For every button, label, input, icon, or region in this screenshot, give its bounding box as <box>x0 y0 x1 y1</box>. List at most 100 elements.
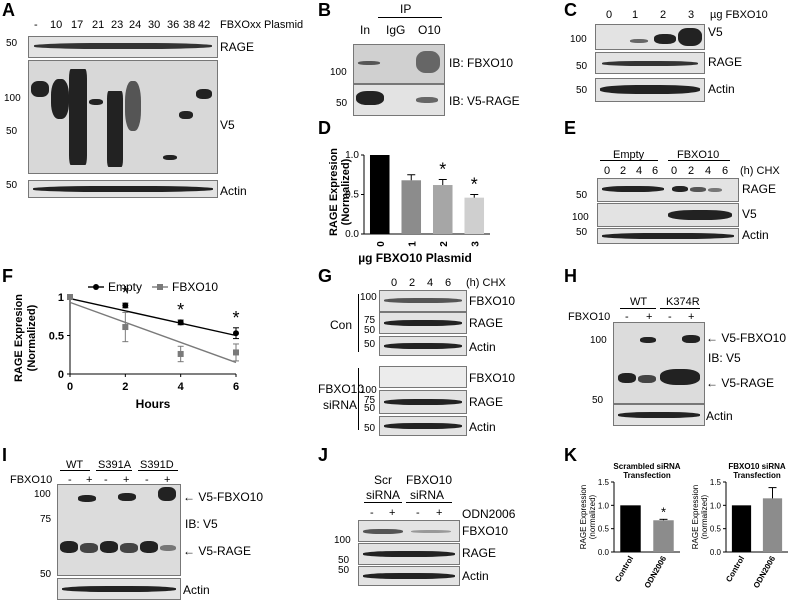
panel-label-k: K <box>564 445 577 465</box>
y-axis-label: RAGE Expresion <box>13 294 25 382</box>
mw-marker: 100 <box>4 93 21 104</box>
panel-label-a: A <box>2 0 15 20</box>
mw-marker: 100 <box>334 535 351 546</box>
group-line <box>668 160 730 161</box>
chart-title: Scrambled siRNA <box>613 462 680 471</box>
mw-marker: 100 <box>570 34 587 45</box>
mw-marker: 50 <box>338 555 350 566</box>
blot-label: Actin <box>183 583 210 597</box>
bar <box>762 498 783 552</box>
x-tick-label: 0 <box>67 381 73 393</box>
blot-v5 <box>613 322 705 404</box>
blot-v5 <box>597 203 739 227</box>
panel-label-c: C <box>564 0 577 20</box>
y-tick-label: 0.5 <box>345 190 359 201</box>
blot-label: Actin <box>708 82 735 96</box>
mw-marker: 50 <box>364 423 376 434</box>
blot-ib-v5-rage <box>353 84 445 116</box>
sign: - <box>145 474 149 486</box>
annot-v5-rage: ← V5-RAGE <box>706 376 775 390</box>
blot-si-rage <box>379 390 467 414</box>
lane-label: 6 <box>445 277 452 289</box>
mw-marker: 50 <box>40 569 52 580</box>
mw-marker: 50 <box>364 403 376 414</box>
group-label: K374R <box>666 296 700 308</box>
y-tick-label: 1.5 <box>598 478 610 487</box>
mw-marker: 100 <box>360 385 377 396</box>
lane-label: 6 <box>652 165 659 177</box>
data-point <box>233 330 239 337</box>
data-point <box>67 294 73 300</box>
row-label: ODN2006 <box>462 507 516 521</box>
group-line <box>406 502 452 503</box>
data-point <box>177 350 184 357</box>
mw-marker: 50 <box>6 126 18 137</box>
data-point <box>122 302 129 309</box>
panel-label-b: B <box>318 0 331 20</box>
blot-actin <box>28 180 218 198</box>
y-tick-label: 1 <box>58 292 64 304</box>
y-tick-label: 1.0 <box>345 150 359 161</box>
blot-label: V5 <box>708 25 723 39</box>
data-point <box>177 319 184 326</box>
blot-con-rage <box>379 312 467 334</box>
panel-label-d: D <box>318 118 331 138</box>
chart-title: Transfection <box>623 471 671 480</box>
blot-label: Actin <box>220 184 247 198</box>
significance-star: * <box>232 308 239 328</box>
blot-label: IB: FBXO10 <box>449 56 514 70</box>
annot-ib: IB: V5 <box>708 351 741 365</box>
trend-line-empty <box>69 297 237 337</box>
lane-title: FBXOxx Plasmid <box>220 19 304 31</box>
blot-label: IB: V5-RAGE <box>449 94 520 108</box>
unit-label: (h) CHX <box>740 165 780 177</box>
group-label: Scr <box>374 473 392 487</box>
lane-label: 3 <box>688 9 695 21</box>
x-tick-label: Control <box>613 555 635 584</box>
lane-label: 4 <box>705 165 712 177</box>
x-tick-label: 1 <box>407 241 418 247</box>
bar <box>653 520 674 552</box>
group-label: FBXO10 <box>677 149 720 161</box>
y-tick-label: 0.0 <box>598 548 610 557</box>
legend-marker <box>157 284 163 290</box>
lane-title: µg FBXO10 <box>710 9 768 21</box>
mw-marker: 50 <box>338 565 350 576</box>
blot-label: RAGE <box>708 55 743 69</box>
y-tick-label: 0.5 <box>49 331 64 343</box>
blot-si-fbxo10 <box>379 366 467 388</box>
annot-v5-fbxo10: ← V5-FBXO10 <box>706 331 787 345</box>
group-label: Empty <box>613 149 645 161</box>
y-tick-label: 1.0 <box>710 501 722 510</box>
annot-v5-rage: ← V5-RAGE <box>183 544 252 558</box>
lane-label: 42 <box>198 19 211 31</box>
x-tick-label: 6 <box>233 381 239 393</box>
blot-rage <box>595 52 705 74</box>
mw-marker: 50 <box>364 339 376 350</box>
lane-label: - <box>34 19 38 31</box>
y-axis-label: (Normalized) <box>26 304 38 371</box>
blot-actin <box>597 228 739 244</box>
blot-label: Actin <box>469 340 496 354</box>
mw-marker: 50 <box>576 61 588 72</box>
mw-marker: 100 <box>590 335 607 346</box>
panel-label-e: E <box>564 118 577 138</box>
y-axis-label: RAGE Expresion <box>328 148 340 236</box>
blot-label: FBXO10 <box>469 294 516 308</box>
sign: + <box>646 311 653 323</box>
lane-label: 0 <box>671 165 678 177</box>
group-line <box>620 308 656 309</box>
lane-label: 6 <box>722 165 729 177</box>
group-label: S391D <box>140 459 174 471</box>
group-line <box>660 308 700 309</box>
blot-actin <box>595 78 705 102</box>
significance-star: * <box>439 159 446 179</box>
bar <box>731 505 752 552</box>
sign: - <box>370 507 374 519</box>
mw-marker: 50 <box>592 395 604 406</box>
blot-label: RAGE <box>742 182 777 196</box>
panel-label-j: J <box>318 445 329 465</box>
blot-actin <box>57 578 181 600</box>
mw-marker: 100 <box>330 67 347 78</box>
